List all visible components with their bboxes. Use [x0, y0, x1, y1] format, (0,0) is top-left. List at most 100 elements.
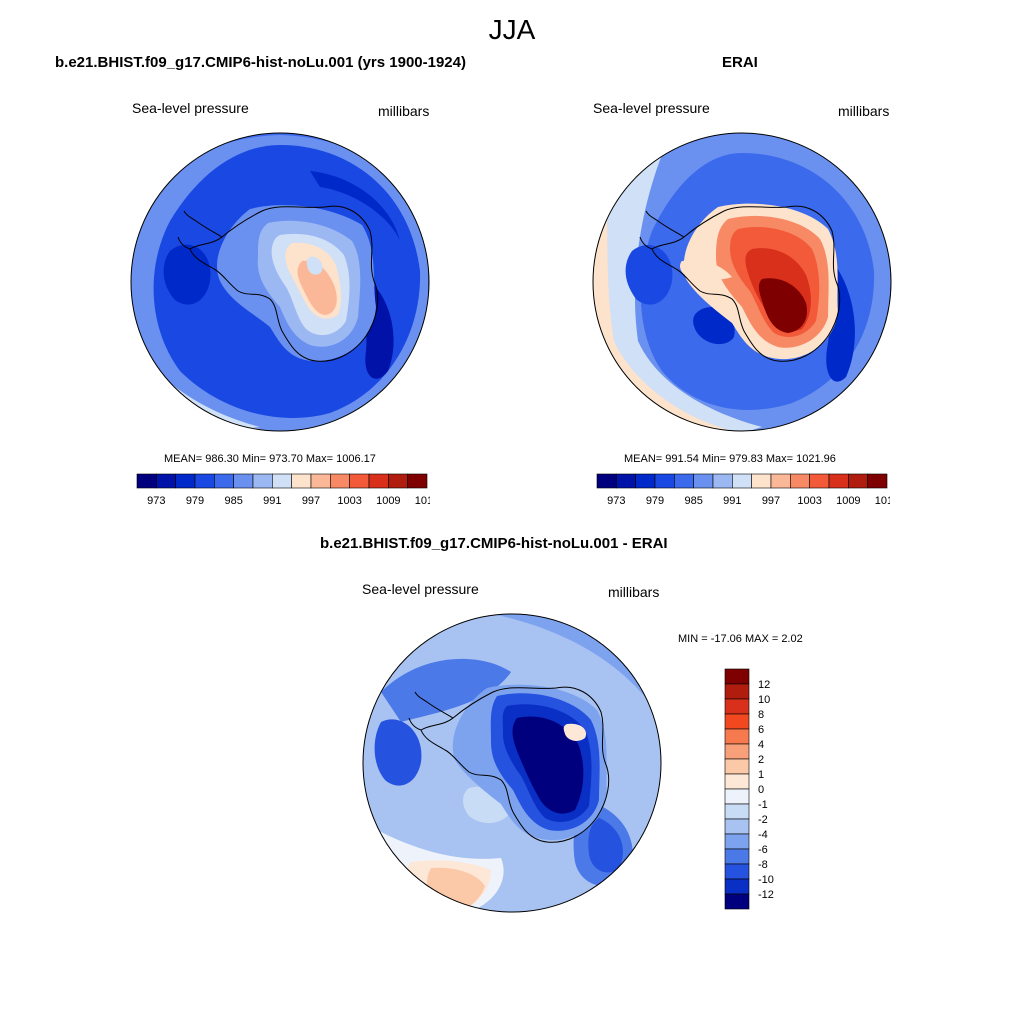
colorbar-swatch [596, 473, 617, 489]
colorbar-swatch [809, 473, 830, 489]
map-border [130, 132, 430, 432]
colorbar-swatch [252, 473, 273, 489]
panel-2-stats: MEAN= 991.54 Min= 979.83 Max= 1021.96 [624, 453, 836, 465]
colorbar-swatch [724, 863, 750, 880]
colorbar-swatch [194, 473, 215, 489]
contour-region [588, 818, 623, 873]
colorbar-tick-label: 10 [758, 694, 770, 706]
colorbar-swatch [156, 473, 176, 489]
colorbar-tick-label: 1015 [415, 495, 430, 507]
panel-1-colorbar: 973 979 985 991 997 1003 1009 1015 [136, 473, 430, 507]
peninsula-coastline [408, 691, 454, 731]
colorbar-tick-label: 1009 [836, 495, 860, 507]
contour-region [374, 719, 422, 786]
colorbar-tick-label: 985 [684, 495, 702, 507]
season-title: JJA [488, 14, 536, 45]
map-border [362, 613, 662, 913]
colorbar-swatch [790, 473, 810, 489]
colorbar-swatch [330, 473, 350, 489]
colorbar-swatch [724, 713, 750, 730]
contour-region [512, 716, 584, 814]
colorbar-swatch [732, 473, 752, 489]
colorbar-tick-label: 991 [263, 495, 281, 507]
colorbar-tick-label: 991 [723, 495, 741, 507]
colorbar-swatch [175, 473, 196, 489]
colorbar-tick-label: 979 [186, 495, 204, 507]
colorbar-swatch [724, 668, 750, 685]
panel-1-units-label: millibars [378, 103, 430, 119]
contour-region [297, 260, 337, 315]
panel-1-field-label: Sea-level pressure [132, 100, 249, 116]
colorbar-swatch [848, 473, 868, 489]
colorbar-swatch [214, 473, 234, 489]
colorbar-swatch [724, 758, 750, 775]
colorbar-swatch [724, 803, 750, 820]
colorbar-tick-label: 2 [758, 754, 764, 766]
colorbar-tick-label: -2 [758, 814, 768, 826]
contour-region [381, 658, 511, 722]
colorbar-tick-label: 0 [758, 784, 764, 796]
colorbar-tick-label: 6 [758, 724, 764, 736]
panel-1-title: b.e21.BHIST.f09_g17.CMIP6-hist-noLu.001 … [55, 54, 466, 71]
coastline [651, 205, 841, 362]
contour-region [602, 133, 762, 431]
panel-3-map [362, 613, 662, 913]
colorbar-tick-label: 4 [758, 739, 764, 751]
colorbar-tick-label: -1 [758, 799, 768, 811]
colorbar-tick-label: 973 [607, 495, 625, 507]
colorbar-swatch [136, 473, 157, 489]
colorbar-swatch [724, 743, 750, 760]
colorbar-tick-label: -6 [758, 844, 768, 856]
colorbar-tick-label: 997 [302, 495, 320, 507]
colorbar-swatch [724, 833, 750, 850]
colorbar-swatch [724, 728, 750, 745]
colorbar-swatch [712, 473, 733, 489]
panel-3-field-label: Sea-level pressure [362, 581, 479, 597]
colorbar-swatch [724, 848, 750, 865]
colorbar-swatch [724, 788, 750, 805]
colorbar-tick-label: -4 [758, 829, 768, 841]
colorbar-swatch [751, 473, 772, 489]
coastline [189, 205, 379, 362]
contour-region [310, 171, 400, 241]
colorbar-swatch [407, 473, 428, 489]
colorbar-tick-label: -12 [758, 889, 774, 901]
colorbar-tick-label: 1003 [337, 495, 361, 507]
panel-2-map [592, 132, 892, 432]
colorbar-tick-label: 979 [646, 495, 664, 507]
colorbar-swatch [724, 683, 750, 700]
colorbar-swatch [616, 473, 636, 489]
panel-2-field-label: Sea-level pressure [593, 100, 710, 116]
colorbar-tick-label: 1 [758, 769, 764, 781]
colorbar-tick-label: 985 [224, 495, 242, 507]
panel-2-title: ERAI [722, 54, 758, 71]
colorbar-tick-label: 973 [147, 495, 165, 507]
colorbar-swatch [828, 473, 849, 489]
colorbar-swatch [724, 878, 750, 895]
colorbar-tick-label: -8 [758, 859, 768, 871]
colorbar-tick-label: 8 [758, 709, 764, 721]
contour-region [758, 278, 808, 333]
panel-3-stats: MIN = -17.06 MAX = 2.02 [678, 633, 803, 645]
panel-3-title: b.e21.BHIST.f09_g17.CMIP6-hist-noLu.001 … [320, 535, 668, 552]
colorbar-swatch [724, 818, 750, 835]
contour-region [306, 256, 323, 275]
colorbar-swatch [368, 473, 389, 489]
colorbar-tick-label: 1003 [797, 495, 821, 507]
colorbar-swatch [693, 473, 714, 489]
colorbar-tick-label: -10 [758, 874, 774, 886]
colorbar-swatch [724, 893, 750, 910]
colorbar-tick-label: 1009 [376, 495, 400, 507]
colorbar-swatch [291, 473, 312, 489]
colorbar-swatch [674, 473, 694, 489]
peninsula-coastline [177, 210, 223, 250]
colorbar-swatch [233, 473, 254, 489]
peninsula-coastline [639, 210, 685, 250]
colorbar-swatch [310, 473, 331, 489]
panel-1-map [130, 132, 430, 432]
colorbar-swatch [724, 773, 750, 790]
colorbar-tick-label: 12 [758, 679, 770, 691]
panel-2-colorbar: 973 979 985 991 997 1003 1009 1015 [596, 473, 890, 507]
contour-region [680, 259, 732, 280]
